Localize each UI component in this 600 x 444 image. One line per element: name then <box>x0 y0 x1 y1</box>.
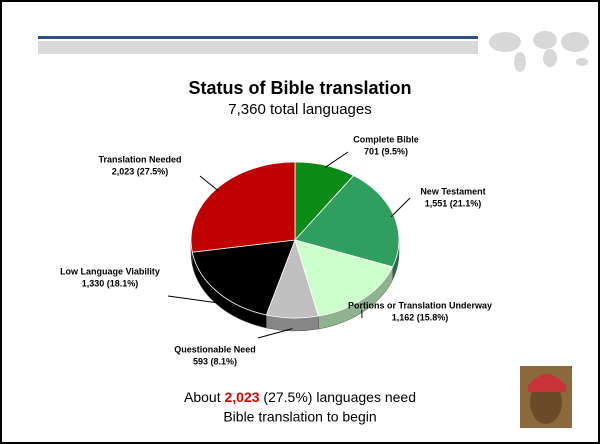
footer-line-2: Bible translation to begin <box>223 409 376 425</box>
chart-subtitle: 7,360 total languages <box>228 101 371 118</box>
slice-label: Complete Bible <box>353 134 419 144</box>
footer-text: (27.5%) languages need <box>263 389 416 405</box>
slide: Status of Bible translation 7,360 total … <box>0 0 600 444</box>
slice-label: Low Language Viability <box>60 266 160 276</box>
slice-label: Translation Needed <box>98 154 181 164</box>
slice-value-label: 1,330 (18.1%) <box>82 278 139 288</box>
photo <box>520 366 572 428</box>
footer-text: About <box>184 389 221 405</box>
chart-title: Status of Bible translation <box>188 78 411 98</box>
slice-value-label: 1,551 (21.1%) <box>425 198 482 208</box>
footer-highlight: 2,023 <box>224 389 259 405</box>
slice-value-label: 1,162 (15.8%) <box>392 312 449 322</box>
slice-label: Portions or Translation Underway <box>348 300 492 310</box>
slice-value-label: 701 (9.5%) <box>364 146 408 156</box>
header-bar <box>38 36 478 39</box>
slice-value-label: 2,023 (27.5%) <box>112 166 169 176</box>
page: {"chart_data": {"type": "pie", "title": … <box>0 0 600 444</box>
slice-label: New Testament <box>420 186 485 196</box>
footer-line-1: About 2,023 (27.5%) languages need <box>184 389 416 405</box>
header-band <box>38 41 478 54</box>
slice-value-label: 593 (8.1%) <box>193 356 237 366</box>
slice-label: Questionable Need <box>174 344 256 354</box>
